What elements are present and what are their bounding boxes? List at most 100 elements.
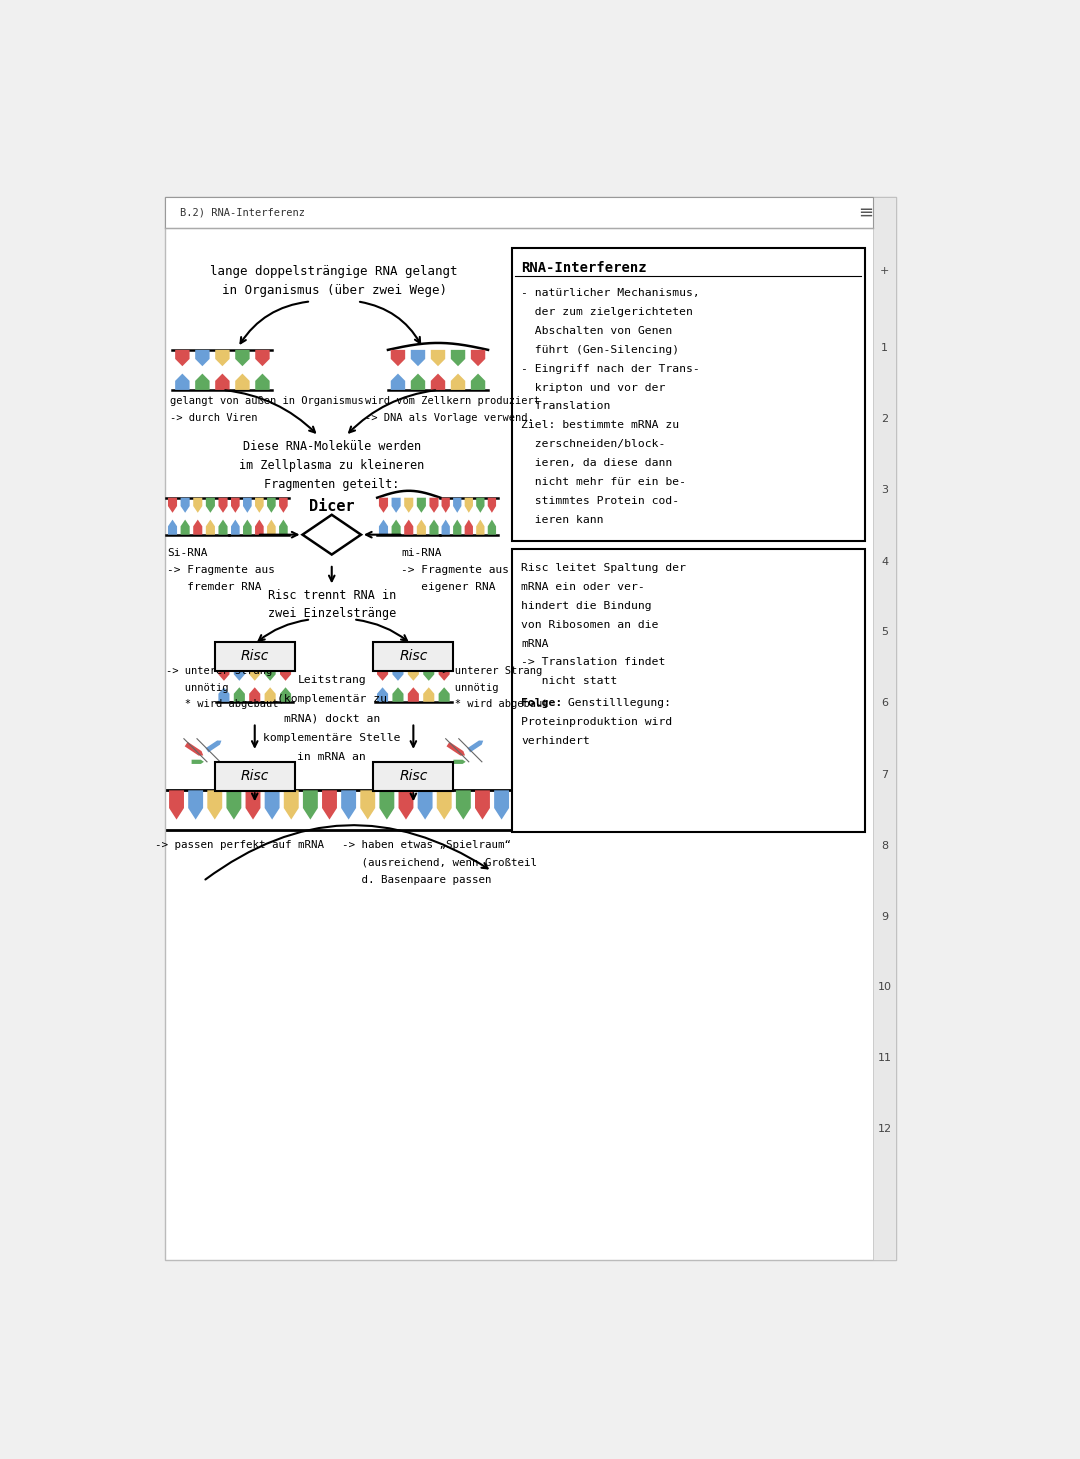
FancyArrow shape [175, 350, 190, 366]
FancyBboxPatch shape [873, 197, 896, 1261]
FancyArrow shape [476, 519, 485, 534]
Text: 1: 1 [881, 343, 888, 353]
Text: * wird abgebaut: * wird abgebaut [436, 699, 549, 709]
FancyBboxPatch shape [512, 248, 865, 541]
Text: Leitstrang: Leitstrang [297, 676, 366, 684]
FancyArrow shape [188, 791, 203, 820]
FancyArrow shape [410, 374, 426, 390]
FancyArrow shape [218, 667, 229, 681]
Text: Proteinproduktion wird: Proteinproduktion wird [522, 718, 673, 727]
Text: -> DNA als Vorlage verwend.: -> DNA als Vorlage verwend. [365, 413, 534, 423]
FancyBboxPatch shape [374, 642, 454, 671]
FancyArrow shape [215, 374, 230, 390]
Text: mRNA ein oder ver-: mRNA ein oder ver- [522, 582, 645, 592]
Text: Risc leitet Spaltung der: Risc leitet Spaltung der [522, 563, 686, 573]
FancyArrow shape [193, 519, 202, 534]
Text: unnötig: unnötig [166, 683, 229, 693]
FancyArrow shape [267, 519, 275, 534]
FancyArrow shape [456, 791, 471, 820]
FancyArrow shape [431, 374, 445, 390]
FancyArrow shape [404, 498, 414, 512]
FancyArrow shape [379, 498, 388, 512]
FancyArrow shape [410, 350, 426, 366]
FancyArrow shape [392, 498, 401, 512]
Text: nicht statt: nicht statt [522, 677, 618, 686]
FancyBboxPatch shape [512, 549, 865, 832]
FancyBboxPatch shape [215, 642, 295, 671]
FancyArrow shape [450, 350, 465, 366]
FancyArrow shape [379, 791, 394, 820]
FancyArrow shape [392, 519, 401, 534]
FancyArrow shape [233, 667, 245, 681]
Text: lange doppelsträngige RNA gelangt: lange doppelsträngige RNA gelangt [211, 266, 458, 279]
FancyArrow shape [399, 791, 414, 820]
Text: Diese RNA-Moleküle werden: Diese RNA-Moleküle werden [243, 441, 421, 452]
FancyArrow shape [255, 350, 270, 366]
Text: gelangt von außen in Organismus: gelangt von außen in Organismus [170, 395, 364, 406]
FancyArrow shape [267, 498, 275, 512]
Text: wird vom Zellkern produziert: wird vom Zellkern produziert [365, 395, 540, 406]
Text: - natürlicher Mechanismus,: - natürlicher Mechanismus, [522, 289, 700, 298]
Text: * wird abgebaut: * wird abgebaut [166, 699, 279, 709]
FancyArrow shape [423, 687, 434, 702]
Text: RNA-Interferenz: RNA-Interferenz [522, 261, 647, 274]
FancyArrow shape [249, 687, 260, 702]
FancyArrow shape [255, 498, 264, 512]
Text: ≡: ≡ [858, 204, 873, 222]
FancyArrow shape [454, 760, 465, 765]
FancyArrow shape [255, 374, 270, 390]
FancyBboxPatch shape [164, 197, 896, 1261]
FancyArrow shape [454, 519, 461, 534]
FancyArrow shape [408, 687, 419, 702]
Text: hindert die Bindung: hindert die Bindung [522, 601, 652, 611]
FancyArrow shape [379, 519, 388, 534]
FancyArrow shape [235, 350, 249, 366]
FancyArrow shape [206, 498, 215, 512]
Text: im Zellplasma zu kleineren: im Zellplasma zu kleineren [239, 460, 424, 473]
FancyArrow shape [418, 791, 433, 820]
Text: kripton und vor der: kripton und vor der [522, 382, 665, 392]
Text: unnötig: unnötig [436, 683, 499, 693]
FancyArrow shape [280, 687, 292, 702]
FancyArrow shape [436, 791, 451, 820]
Text: Risc: Risc [400, 649, 428, 664]
Text: Risc: Risc [400, 769, 428, 783]
Text: -> passen perfekt auf mRNA: -> passen perfekt auf mRNA [154, 839, 324, 849]
FancyArrow shape [218, 498, 228, 512]
FancyArrow shape [279, 519, 287, 534]
Text: mRNA: mRNA [522, 639, 549, 649]
FancyArrow shape [430, 498, 438, 512]
FancyArrow shape [265, 791, 280, 820]
Text: stimmtes Protein cod-: stimmtes Protein cod- [522, 496, 679, 506]
Text: mi-RNA: mi-RNA [401, 547, 442, 557]
Text: - Eingriff nach der Trans-: - Eingriff nach der Trans- [522, 363, 700, 374]
FancyArrow shape [392, 687, 404, 702]
FancyArrow shape [476, 498, 485, 512]
Text: Si-RNA: Si-RNA [167, 547, 207, 557]
Text: Genstilllegung:: Genstilllegung: [562, 697, 671, 708]
FancyArrow shape [438, 687, 449, 702]
FancyArrow shape [438, 667, 449, 681]
FancyArrow shape [231, 519, 240, 534]
FancyArrow shape [475, 791, 490, 820]
FancyArrow shape [243, 498, 252, 512]
FancyArrow shape [193, 498, 202, 512]
Text: 6: 6 [881, 699, 888, 708]
Text: B.2) RNA-Interferenz: B.2) RNA-Interferenz [180, 207, 305, 217]
FancyArrow shape [488, 519, 496, 534]
FancyArrow shape [454, 498, 461, 512]
FancyArrow shape [279, 498, 287, 512]
Text: in mRNA an: in mRNA an [297, 751, 366, 762]
Text: -> Fragmente aus: -> Fragmente aus [167, 566, 275, 575]
FancyArrow shape [322, 791, 337, 820]
Text: 5: 5 [881, 627, 888, 638]
Text: (ausreichend, wenn Großteil: (ausreichend, wenn Großteil [341, 858, 537, 867]
FancyArrow shape [417, 519, 426, 534]
FancyArrow shape [218, 687, 229, 702]
Text: in Organismus (über zwei Wege): in Organismus (über zwei Wege) [221, 285, 446, 298]
FancyArrow shape [231, 498, 240, 512]
FancyArrow shape [408, 667, 419, 681]
FancyArrow shape [464, 519, 473, 534]
FancyArrow shape [302, 791, 318, 820]
FancyArrow shape [423, 667, 434, 681]
